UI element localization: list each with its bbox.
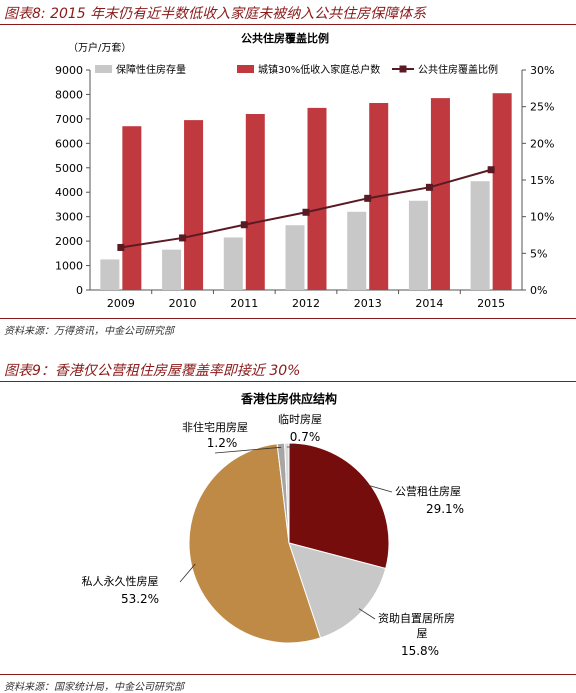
coverage-ratio-point-2009 xyxy=(117,243,125,251)
pie-value-0: 29.1% xyxy=(426,502,464,516)
bar-stock-2015 xyxy=(470,181,490,290)
pie-value-3: 1.2% xyxy=(207,436,238,450)
bar-stock-2011 xyxy=(223,237,243,290)
pie-label-1: 资助自置居所房 xyxy=(378,611,455,625)
legend-label-1: 城镇30%低收入家庭总户数 xyxy=(258,63,380,76)
x-axis-tick-label: 2010 xyxy=(169,297,197,310)
right-axis-tick-label: 20% xyxy=(530,137,554,150)
left-axis-tick-label: 0 xyxy=(76,284,83,297)
bar-households-2011 xyxy=(245,114,265,290)
bar-stock-2009 xyxy=(100,259,120,290)
caption-rule-2 xyxy=(0,381,576,382)
legend-label-2: 公共住房覆盖比例 xyxy=(418,63,498,76)
figure-2-caption: 图表9：香港仅公营租住房屋覆盖率即接近 30% xyxy=(4,363,301,379)
pie-value-2: 53.2% xyxy=(121,592,159,606)
coverage-ratio-point-2010 xyxy=(179,234,187,242)
left-axis-tick-label: 3000 xyxy=(55,211,83,224)
bar-households-2012 xyxy=(307,107,327,290)
pie-label-4: 临时房屋 xyxy=(278,412,322,426)
pie-label-0: 公营租住房屋 xyxy=(395,484,461,498)
coverage-ratio-point-2013 xyxy=(364,194,372,202)
bar-households-2014 xyxy=(430,98,450,290)
coverage-ratio-point-2012 xyxy=(302,208,310,216)
pie-leader-0 xyxy=(364,484,393,493)
x-axis-tick-label: 2009 xyxy=(107,297,135,310)
left-axis-tick-label: 8000 xyxy=(55,88,83,101)
right-axis-tick-label: 25% xyxy=(530,101,554,114)
figure-1-source: 资料来源：万得资讯，中金公司研究部 xyxy=(4,326,174,337)
right-axis-tick-label: 5% xyxy=(530,247,547,260)
pie-label-2: 私人永久性房屋 xyxy=(82,574,159,588)
source-rule-1 xyxy=(0,318,576,319)
source-rule-2 xyxy=(0,674,576,675)
right-axis-tick-label: 10% xyxy=(530,211,554,224)
legend-marker-2 xyxy=(399,65,407,73)
figure-1-caption: 图表8: 2015 年末仍有近半数低收入家庭未被纳入公共住房保障体系 xyxy=(4,6,427,22)
bar-stock-2012 xyxy=(285,225,305,290)
left-axis-tick-label: 7000 xyxy=(55,113,83,126)
bar-line-chart: 公共住房覆盖比例 （万户/万套） 0 1000 2000 3000 4000 5000 6000… xyxy=(55,31,554,310)
left-axis-tick-label: 2000 xyxy=(55,235,83,248)
chart-2-title: 香港住房供应结构 xyxy=(240,391,337,406)
coverage-ratio-point-2015 xyxy=(487,166,495,174)
x-axis-tick-label: 2014 xyxy=(415,297,443,310)
right-axis-tick-label: 0% xyxy=(530,284,547,297)
pie-slice-4 xyxy=(284,442,290,544)
pie-slice-2 xyxy=(188,443,322,644)
figure-2-source: 资料来源：国家统计局，中金公司研究部 xyxy=(4,682,184,693)
coverage-ratio-point-2014 xyxy=(425,183,433,191)
pie-label-3: 非住宅用房屋 xyxy=(182,420,248,434)
bar-stock-2014 xyxy=(408,200,428,290)
legend-label-0: 保障性住房存量 xyxy=(116,63,186,76)
left-axis-tick-label: 4000 xyxy=(55,186,83,199)
chart-1-title: 公共住房覆盖比例 xyxy=(241,31,329,45)
x-axis-tick-label: 2011 xyxy=(230,297,258,310)
x-axis-tick-label: 2013 xyxy=(354,297,382,310)
coverage-ratio-point-2011 xyxy=(240,221,248,229)
pie-leader-1 xyxy=(358,608,376,620)
right-axis-tick-label: 15% xyxy=(530,174,554,187)
legend-swatch-1 xyxy=(237,65,254,73)
pie-value-1: 15.8% xyxy=(401,644,439,658)
left-axis-tick-label: 6000 xyxy=(55,137,83,150)
pie-leader-3 xyxy=(214,446,282,454)
legend-swatch-0 xyxy=(95,65,112,73)
left-axis-tick-label: 5000 xyxy=(55,162,83,175)
pie-slice-1 xyxy=(288,542,387,639)
bar-households-2009 xyxy=(122,126,142,290)
caption-rule-1 xyxy=(0,24,576,25)
pie-slice-0 xyxy=(288,442,390,570)
left-axis-unit: （万户/万套） xyxy=(68,41,131,54)
left-axis-tick-label: 9000 xyxy=(55,64,83,77)
bar-households-2015 xyxy=(492,93,512,290)
x-axis-tick-label: 2015 xyxy=(477,297,505,310)
pie-leader-2 xyxy=(179,563,196,583)
pie-label-1-cont: 屋 xyxy=(417,627,428,640)
bar-stock-2013 xyxy=(347,211,367,290)
bar-stock-2010 xyxy=(162,249,182,290)
x-axis-tick-label: 2012 xyxy=(292,297,320,310)
right-axis-tick-label: 30% xyxy=(530,64,554,77)
bar-households-2010 xyxy=(184,120,204,290)
pie-value-4: 0.7% xyxy=(290,430,321,444)
left-axis-tick-label: 1000 xyxy=(55,260,83,273)
